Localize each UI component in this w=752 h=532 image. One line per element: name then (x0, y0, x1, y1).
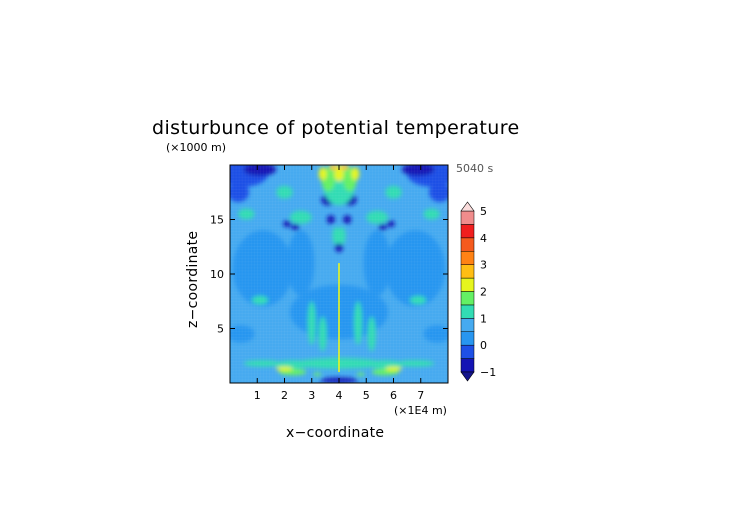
colorbar-segment-5 (460, 304, 475, 319)
contour-region-12 (230, 325, 255, 343)
x-tick-label: 3 (308, 389, 315, 402)
x-tick-label: 2 (281, 389, 288, 402)
contour-region-24 (353, 301, 363, 345)
contour-region-36 (291, 223, 300, 231)
colorbar-segment-8 (460, 264, 475, 279)
grid-texture (230, 165, 448, 383)
contour-region-9 (287, 230, 315, 296)
contour-region-37 (386, 220, 395, 228)
contour-region-29 (396, 360, 435, 367)
contour-region-28 (243, 360, 282, 367)
x-tick-label: 7 (417, 389, 424, 402)
contour-region-4 (401, 165, 435, 176)
contour-region-22 (307, 301, 316, 345)
x-ticks: 1 2 3 4 5 6 7 (254, 165, 424, 402)
colorbar-segment-2 (460, 344, 475, 359)
contour-region-51 (340, 165, 349, 170)
contour-region-55 (313, 372, 322, 376)
colorbar-extend-min (460, 371, 475, 382)
y-tick-label: 15 (210, 214, 224, 227)
heatmap-contours (230, 165, 448, 383)
contour-region-16 (289, 210, 312, 224)
colorbar-segment-12 (460, 210, 475, 225)
contour-region-14 (276, 185, 293, 199)
y-unit-label: (×1000 m) (166, 141, 226, 154)
contour-region-49 (334, 166, 344, 182)
colorbar-segment-1 (460, 358, 475, 373)
x-unit-label: (×1E4 m) (394, 404, 447, 417)
colorbar-segment-9 (460, 251, 475, 265)
contour-region-10 (363, 230, 391, 296)
colorbar-tick-label: 1 (480, 312, 487, 325)
colorbar-tick-label: 0 (480, 339, 487, 352)
colorbar-tick-label: 3 (480, 259, 487, 272)
contour-region-21 (409, 295, 427, 305)
y-tick-label: 10 (210, 268, 224, 281)
contour-region-8 (385, 230, 446, 307)
time-label: 5040 s (456, 162, 493, 175)
contour-region-5 (230, 182, 250, 203)
x-axis-label: x−coordinate (286, 425, 384, 441)
contour-region-33 (276, 366, 293, 372)
contour-region-38 (378, 223, 387, 231)
chart-title: disturbunce of potential temperature (152, 117, 520, 139)
x-tick-label: 1 (254, 389, 261, 402)
contour-region-42 (343, 215, 352, 224)
colorbar-tick-label: 5 (480, 205, 487, 218)
colorbar-segment-4 (460, 318, 475, 333)
y-tick-label: 5 (217, 323, 224, 336)
contour-region-47 (318, 167, 327, 181)
contour-region-2 (243, 165, 277, 176)
heatmap-field (230, 165, 448, 383)
contour-region-23 (318, 316, 327, 352)
contour-region-19 (423, 208, 440, 220)
contour-region-13 (423, 325, 448, 343)
y-axis-label: z−coordinate (185, 231, 201, 328)
contour-region-18 (238, 208, 255, 220)
contour-region-15 (385, 185, 402, 199)
contour-region-41 (326, 215, 335, 224)
central-plume (338, 263, 340, 373)
contour-region-35 (283, 220, 292, 228)
contour-region-17 (366, 210, 389, 224)
contour-region-6 (428, 182, 448, 203)
x-tick-label: 5 (363, 389, 370, 402)
colorbar-segment-7 (460, 277, 475, 292)
colorbar-segment-11 (460, 224, 475, 239)
colorbar-extend-max (460, 201, 475, 212)
y-ticks: 5 10 15 (210, 214, 448, 336)
colorbar-tick-label: 4 (480, 232, 487, 245)
contour-region-50 (329, 165, 338, 170)
contour-region-53 (337, 227, 346, 245)
contour-region-25 (367, 316, 376, 352)
x-tick-label: 6 (390, 389, 397, 402)
contour-region-48 (351, 167, 360, 181)
contour-region-20 (251, 295, 269, 305)
colorbar-segment-6 (460, 291, 475, 306)
colorbar-segment-10 (460, 237, 475, 252)
contour-region-34 (385, 366, 402, 372)
contour-region-7 (232, 230, 293, 307)
contour-region-56 (356, 372, 365, 376)
colorbar-segment-3 (460, 331, 475, 346)
x-tick-label: 4 (336, 389, 343, 402)
colorbar-tick-label: 2 (480, 286, 487, 299)
colorbar-tick-label: −1 (480, 366, 496, 379)
colorbar: −1 0 1 2 3 4 5 (460, 201, 496, 382)
